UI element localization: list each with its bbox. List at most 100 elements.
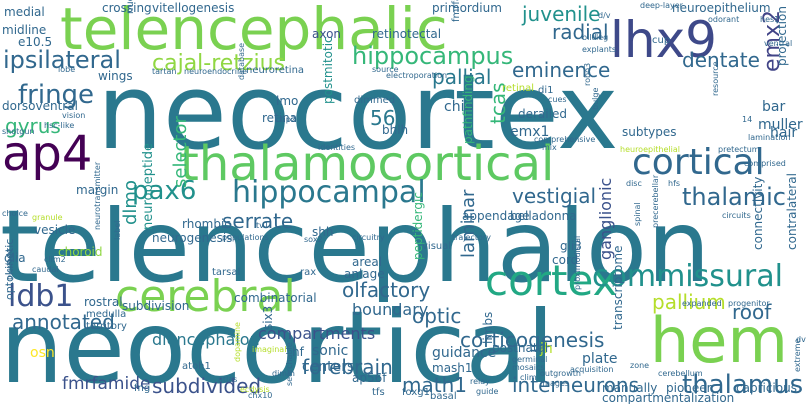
word-neurotransmitter: neurotransmitter (93, 161, 102, 230)
word-ctip2: ctip2 (276, 115, 296, 124)
word-ap4: ap4 (2, 126, 93, 182)
word-medial: medial (4, 5, 45, 19)
word-granule: granule (32, 213, 63, 222)
word-primordium: primordium (432, 1, 502, 15)
word-compartments: compartments (258, 324, 376, 343)
word-resource: resource (711, 61, 720, 96)
word-gyrus: gyrus (5, 114, 61, 138)
word-jh: jh (540, 341, 553, 357)
word-bild: bild (582, 33, 597, 42)
word-germinal: germinal (512, 355, 548, 364)
word-cortex: cortex (485, 256, 618, 305)
word-glia: glia (4, 251, 26, 265)
word-commissural: commissural (592, 259, 783, 294)
word-spinal: spinal (633, 202, 642, 226)
word-medulla: medulla (86, 309, 127, 320)
word-thalamus: thalamus (682, 370, 804, 400)
word-fringe: fringe (18, 80, 95, 110)
word-ecdysis: ecdysis (240, 385, 270, 394)
word-cord: cord (552, 253, 579, 267)
word-laminar: laminar (458, 189, 479, 258)
word-ventral: ventral (764, 39, 793, 48)
word-label: label (113, 220, 122, 240)
word-retina: retina (262, 111, 298, 125)
word-searchable: searchable (285, 342, 294, 386)
word-d/v: d/v (598, 11, 611, 20)
word-mash1: mash1 (432, 361, 473, 375)
word-e10.5: e10.5 (18, 35, 53, 49)
word-foxg1: foxg1 (402, 387, 430, 398)
word-lobe: lobe (58, 65, 76, 74)
word-circuitry: circuitry (352, 233, 385, 242)
word-explants: explants (582, 45, 617, 54)
word-mix: mix (542, 143, 557, 152)
word-nuclei: nuclei (125, 0, 136, 14)
word-lmo: lmo (276, 94, 299, 108)
word-gli3: gli3 (560, 239, 582, 253)
word-wings: wings (98, 69, 133, 83)
word-dimm: dimm (272, 369, 295, 378)
word-fmrfamide: fmrfamide (62, 374, 151, 394)
word-tarsal: tarsal (212, 267, 241, 278)
word-bar: bar (762, 99, 786, 115)
word-ipsilateral: ipsilateral (3, 46, 121, 74)
word-plate: plate (582, 351, 618, 367)
word-juvenile: juvenile (522, 2, 601, 26)
word-shotgun: shotgun (2, 127, 35, 136)
word-robo3: robo3 (583, 62, 592, 86)
word-caudal: caudal (32, 265, 59, 274)
word-identities: identities (318, 143, 356, 152)
word-combinatorial: combinatorial (234, 291, 317, 305)
word-sox2: sox2 (304, 235, 323, 244)
word-centers: centers (302, 359, 355, 375)
word-selector: selector (170, 116, 191, 188)
word-postnatal: postnatal (492, 341, 549, 355)
word-neurogenesis: neurogenesis (152, 231, 233, 245)
word-dlmo: dlmo (120, 180, 141, 225)
word-pioneer: pioneer (666, 381, 712, 395)
word-annotated: annotated (12, 310, 115, 334)
word-choice: choice (2, 209, 28, 218)
word-interneurons: interneurons (512, 373, 640, 397)
word-bulge: bulge (591, 87, 600, 110)
word-subdivided: subdivided (152, 374, 262, 398)
word-crossing: crossing (102, 1, 152, 15)
word-appendage: appendage (462, 209, 530, 223)
word-populations: populations (222, 233, 269, 242)
word-atoh1: atoh1 (182, 361, 211, 372)
word-tv1: tv1 (256, 221, 269, 230)
word-ap56f: ap56f (352, 371, 387, 385)
word-boundary: boundary (352, 300, 429, 319)
word-neuropeptide: neuropeptide (141, 143, 156, 230)
word-roof: roof (732, 300, 772, 324)
word-dentate: dentate (682, 48, 760, 72)
word-hem: hem (650, 304, 788, 377)
word-cajal-retzius: cajal-retzius (152, 51, 286, 76)
word-dv: dv (796, 335, 806, 344)
word-retinotectal: retinotectal (372, 27, 442, 41)
word-math1: math1 (402, 373, 467, 397)
word-vesicle: vesicle (34, 223, 76, 237)
word-axon: axon (312, 27, 342, 41)
word-belladonna: belladonna (510, 209, 577, 223)
word-56f: 56f (370, 106, 403, 130)
word-optic: optic (412, 304, 462, 328)
word-thalamocortical: thalamocortical (180, 136, 555, 192)
word-lhx9: lhx9 (610, 11, 717, 69)
word-dimmed: dimmed (354, 95, 396, 106)
word-clim2: clim2 (44, 255, 66, 264)
word-dorsoventral: dorsoventral (2, 99, 78, 113)
word-atlas: atlas (218, 375, 238, 384)
word-forebrain: forebrain (302, 355, 393, 379)
word-eminence: eminence (512, 58, 611, 82)
word-contralateral: contralateral (785, 173, 799, 250)
word-margin: margin (76, 183, 119, 197)
word-rostral: rostral (84, 295, 123, 309)
word-odorant: odorant (708, 15, 740, 24)
word-hfs: hfs (668, 179, 681, 188)
word-deep-layer: deep-layer (640, 1, 683, 10)
word-clim: clim (520, 373, 537, 382)
word-derailed: derailed (518, 107, 567, 121)
word-cup: cup (652, 35, 671, 46)
word-lamination: lamination (748, 133, 791, 142)
